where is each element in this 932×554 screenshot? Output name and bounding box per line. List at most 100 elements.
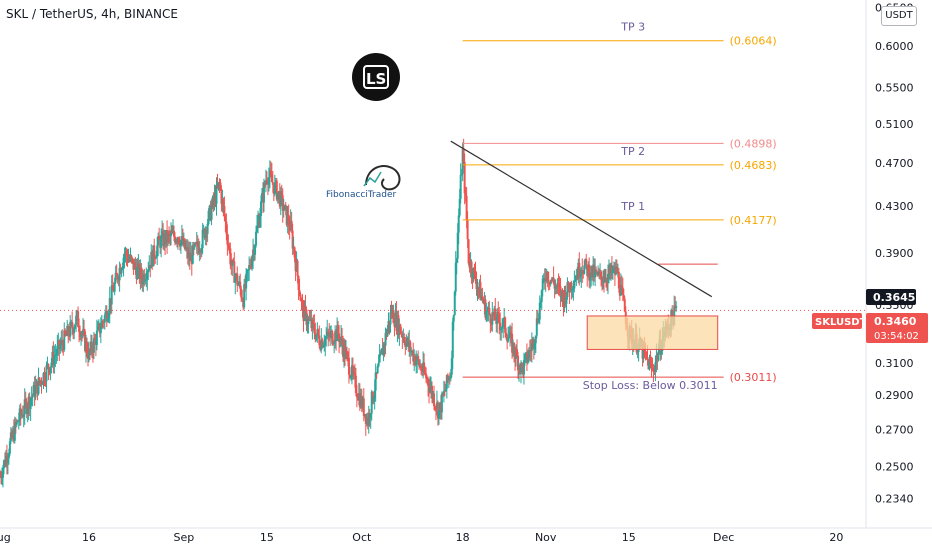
candle-body [305, 309, 308, 325]
candle-body [229, 248, 232, 265]
candle-body [494, 308, 497, 321]
ls-logo-icon: LS [352, 53, 400, 101]
candle-body [318, 335, 321, 346]
candle-body [660, 350, 663, 355]
candle-body [588, 264, 591, 281]
candle-body [646, 357, 649, 360]
candle-body [374, 372, 377, 391]
candle-body [87, 349, 90, 359]
candle-body [481, 295, 484, 300]
candle-body [50, 362, 53, 367]
candle-body [106, 317, 109, 322]
candle-body [410, 351, 413, 353]
candle-body [64, 330, 67, 335]
time-tick-label: Nov [535, 531, 557, 544]
candle-body [256, 226, 259, 232]
candle-body [386, 328, 389, 337]
candle-body [306, 324, 309, 326]
candle-body [69, 322, 72, 337]
candle-body [671, 310, 674, 318]
candle-body [651, 368, 654, 370]
candle-body [417, 356, 420, 361]
price-tick-label: 0.5500 [875, 82, 914, 95]
candle-body [652, 368, 655, 371]
candle-body [429, 387, 432, 392]
candle-body [565, 296, 568, 304]
candle-body [110, 285, 113, 305]
currency-button[interactable]: USDT [881, 6, 917, 26]
candle-body [346, 353, 349, 358]
price-tick-label: 0.2500 [875, 461, 914, 474]
candle-body [432, 393, 435, 406]
candle-body [507, 337, 510, 342]
candle-body [115, 272, 118, 275]
candle-body [488, 307, 491, 315]
candle-body [259, 201, 262, 217]
candle-body [399, 324, 402, 334]
candle-body [107, 312, 110, 318]
candle-body [173, 236, 176, 243]
candle-body [53, 356, 56, 366]
candle-body [157, 236, 160, 246]
candle-body [118, 267, 121, 281]
candle-body [85, 341, 88, 354]
mini-chart-icon [363, 171, 382, 187]
candle-body [403, 337, 406, 343]
candle-body [557, 282, 560, 286]
candle-body [579, 276, 582, 278]
candle-body [146, 272, 149, 280]
candle-body [307, 318, 310, 325]
candle-body [58, 340, 61, 350]
candle-body [55, 354, 58, 356]
candle-body [585, 258, 588, 265]
candle-body [415, 361, 418, 366]
candle-body [425, 373, 428, 379]
candle-body [372, 397, 375, 403]
candle-body [452, 315, 455, 322]
candle-body [337, 325, 340, 334]
candle-body [451, 321, 454, 359]
candle-body [453, 291, 456, 316]
candle-body [392, 309, 395, 324]
candle-body [554, 286, 557, 289]
candle-body [122, 257, 125, 267]
candle-body [332, 343, 335, 345]
candle-body [283, 204, 286, 211]
candle-body [605, 278, 608, 282]
candle-body [147, 270, 150, 273]
candle-body [325, 336, 328, 339]
candle-body [353, 372, 356, 376]
candle-body [241, 297, 244, 300]
trendline[interactable] [450, 140, 713, 298]
candle-body [239, 281, 242, 289]
candle-body [539, 302, 542, 304]
candle-body [84, 331, 87, 351]
candle-body [498, 314, 501, 323]
candle-body [267, 177, 270, 185]
candle-body [462, 149, 465, 163]
price-tick-label: 0.4700 [875, 157, 914, 170]
candle-body [177, 237, 180, 243]
candle-body [458, 198, 461, 216]
symbol-label: SKLUSDT [815, 317, 867, 328]
candle-body [270, 174, 273, 183]
candle-body [155, 256, 158, 259]
candle-body [275, 180, 278, 200]
candle-body [648, 360, 651, 370]
candle-body [47, 364, 50, 370]
candle-body [179, 240, 182, 247]
candle-body [454, 262, 457, 292]
price-tick-label: 0.6000 [875, 40, 914, 53]
candle-body [247, 269, 250, 271]
candle-body [324, 338, 327, 345]
candle-body [262, 183, 265, 203]
candle-body [567, 282, 570, 290]
candle-body [228, 245, 231, 249]
candle-body [552, 277, 555, 284]
candle-body [436, 402, 439, 419]
candle-body [450, 358, 453, 375]
candle-body [130, 255, 133, 259]
time-tick-label: Dec [713, 531, 734, 544]
candle-body [675, 306, 678, 309]
